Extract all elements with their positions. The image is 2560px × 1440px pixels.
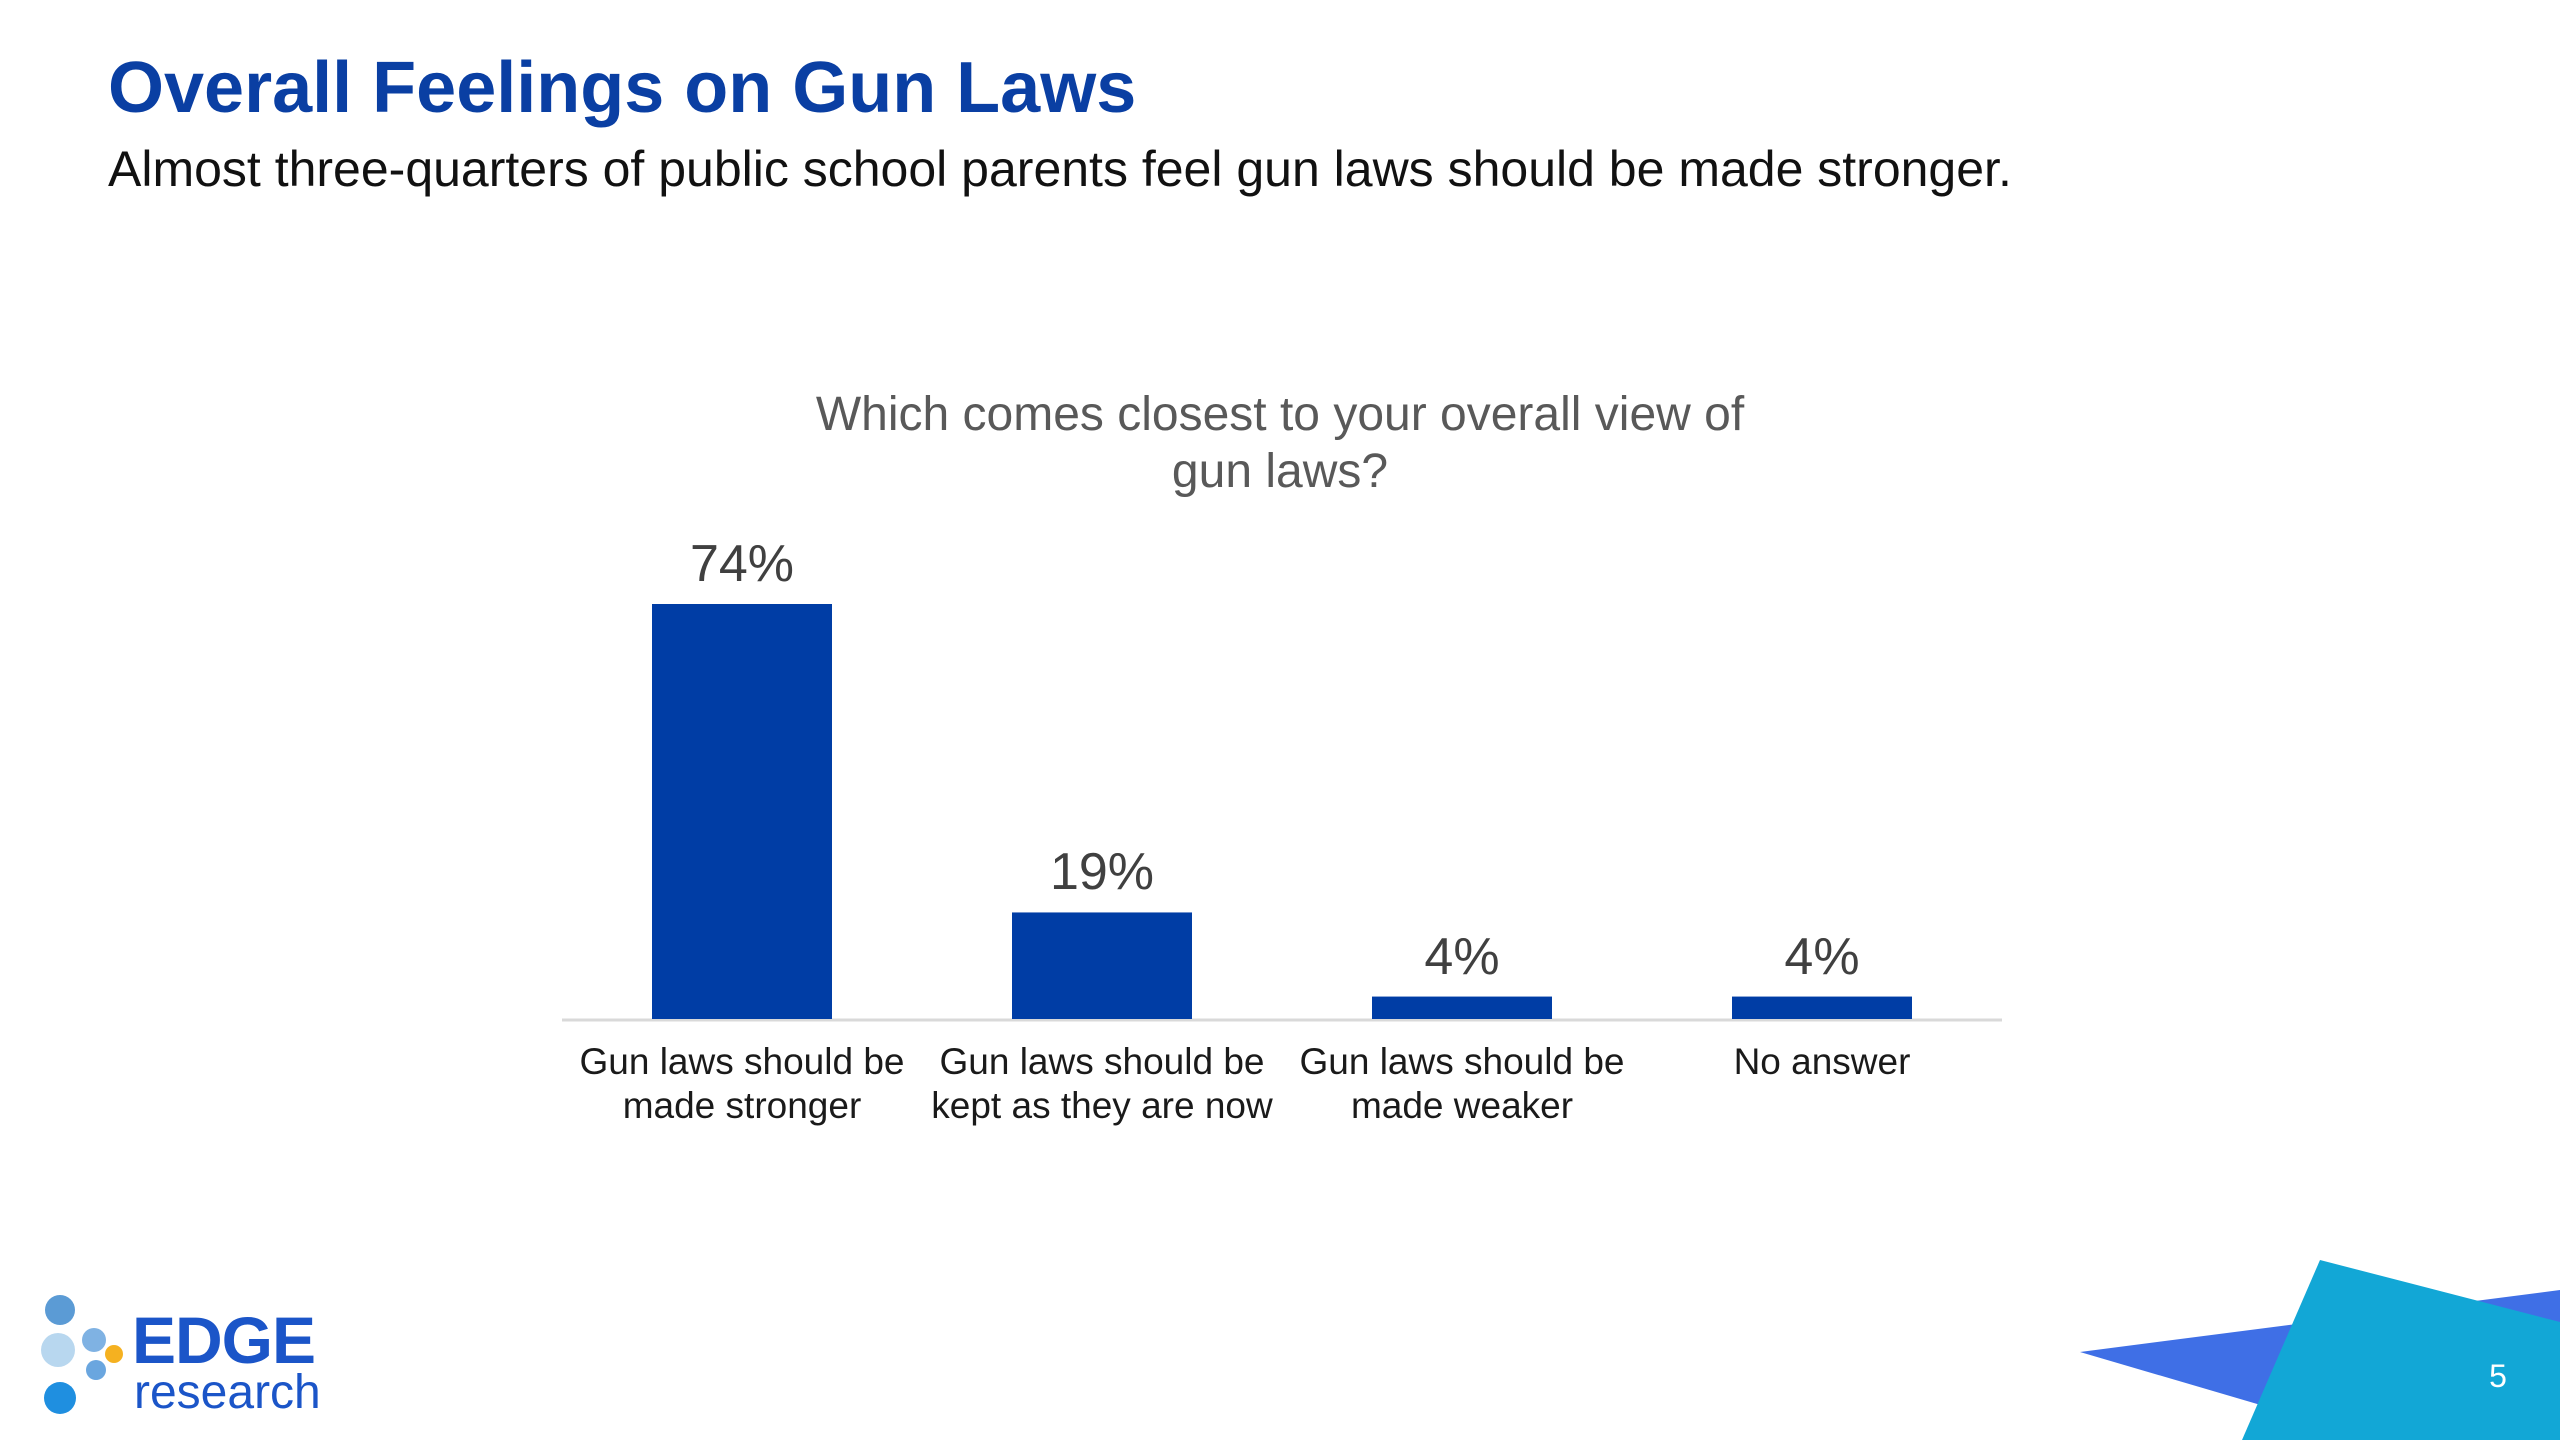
- edge-research-logo: EDGE research: [36, 1288, 336, 1418]
- page-subtitle: Almost three-quarters of public school p…: [108, 141, 2012, 197]
- bar-2: [1012, 912, 1192, 1019]
- chart-title: Which comes closest to your overall view…: [815, 388, 1745, 498]
- category-label-3: Gun laws should be made weaker: [1299, 1041, 1625, 1126]
- page-number: 5: [2489, 1358, 2507, 1394]
- category-label-2: Gun laws should be kept as they are now: [931, 1041, 1273, 1126]
- logo-dots-icon: [41, 1295, 123, 1414]
- logo-word: EDGE: [132, 1303, 316, 1377]
- page-title: Overall Feelings on Gun Laws: [108, 48, 1137, 128]
- category-label-4: No answer: [1733, 1041, 1911, 1082]
- bar-value-label-2: 19%: [1049, 843, 1155, 902]
- bar-3: [1372, 996, 1552, 1019]
- category-label-1: Gun laws should be made stronger: [579, 1041, 905, 1126]
- bar-value-label-3: 4%: [1424, 927, 1500, 986]
- bar-1: [652, 604, 832, 1019]
- bar-4: [1732, 996, 1912, 1019]
- bar-value-label-1: 74%: [689, 535, 795, 593]
- bar-value-label-4: 4%: [1784, 927, 1860, 986]
- logo-subword: research: [134, 1366, 321, 1419]
- corner-decoration: [2080, 1260, 2560, 1440]
